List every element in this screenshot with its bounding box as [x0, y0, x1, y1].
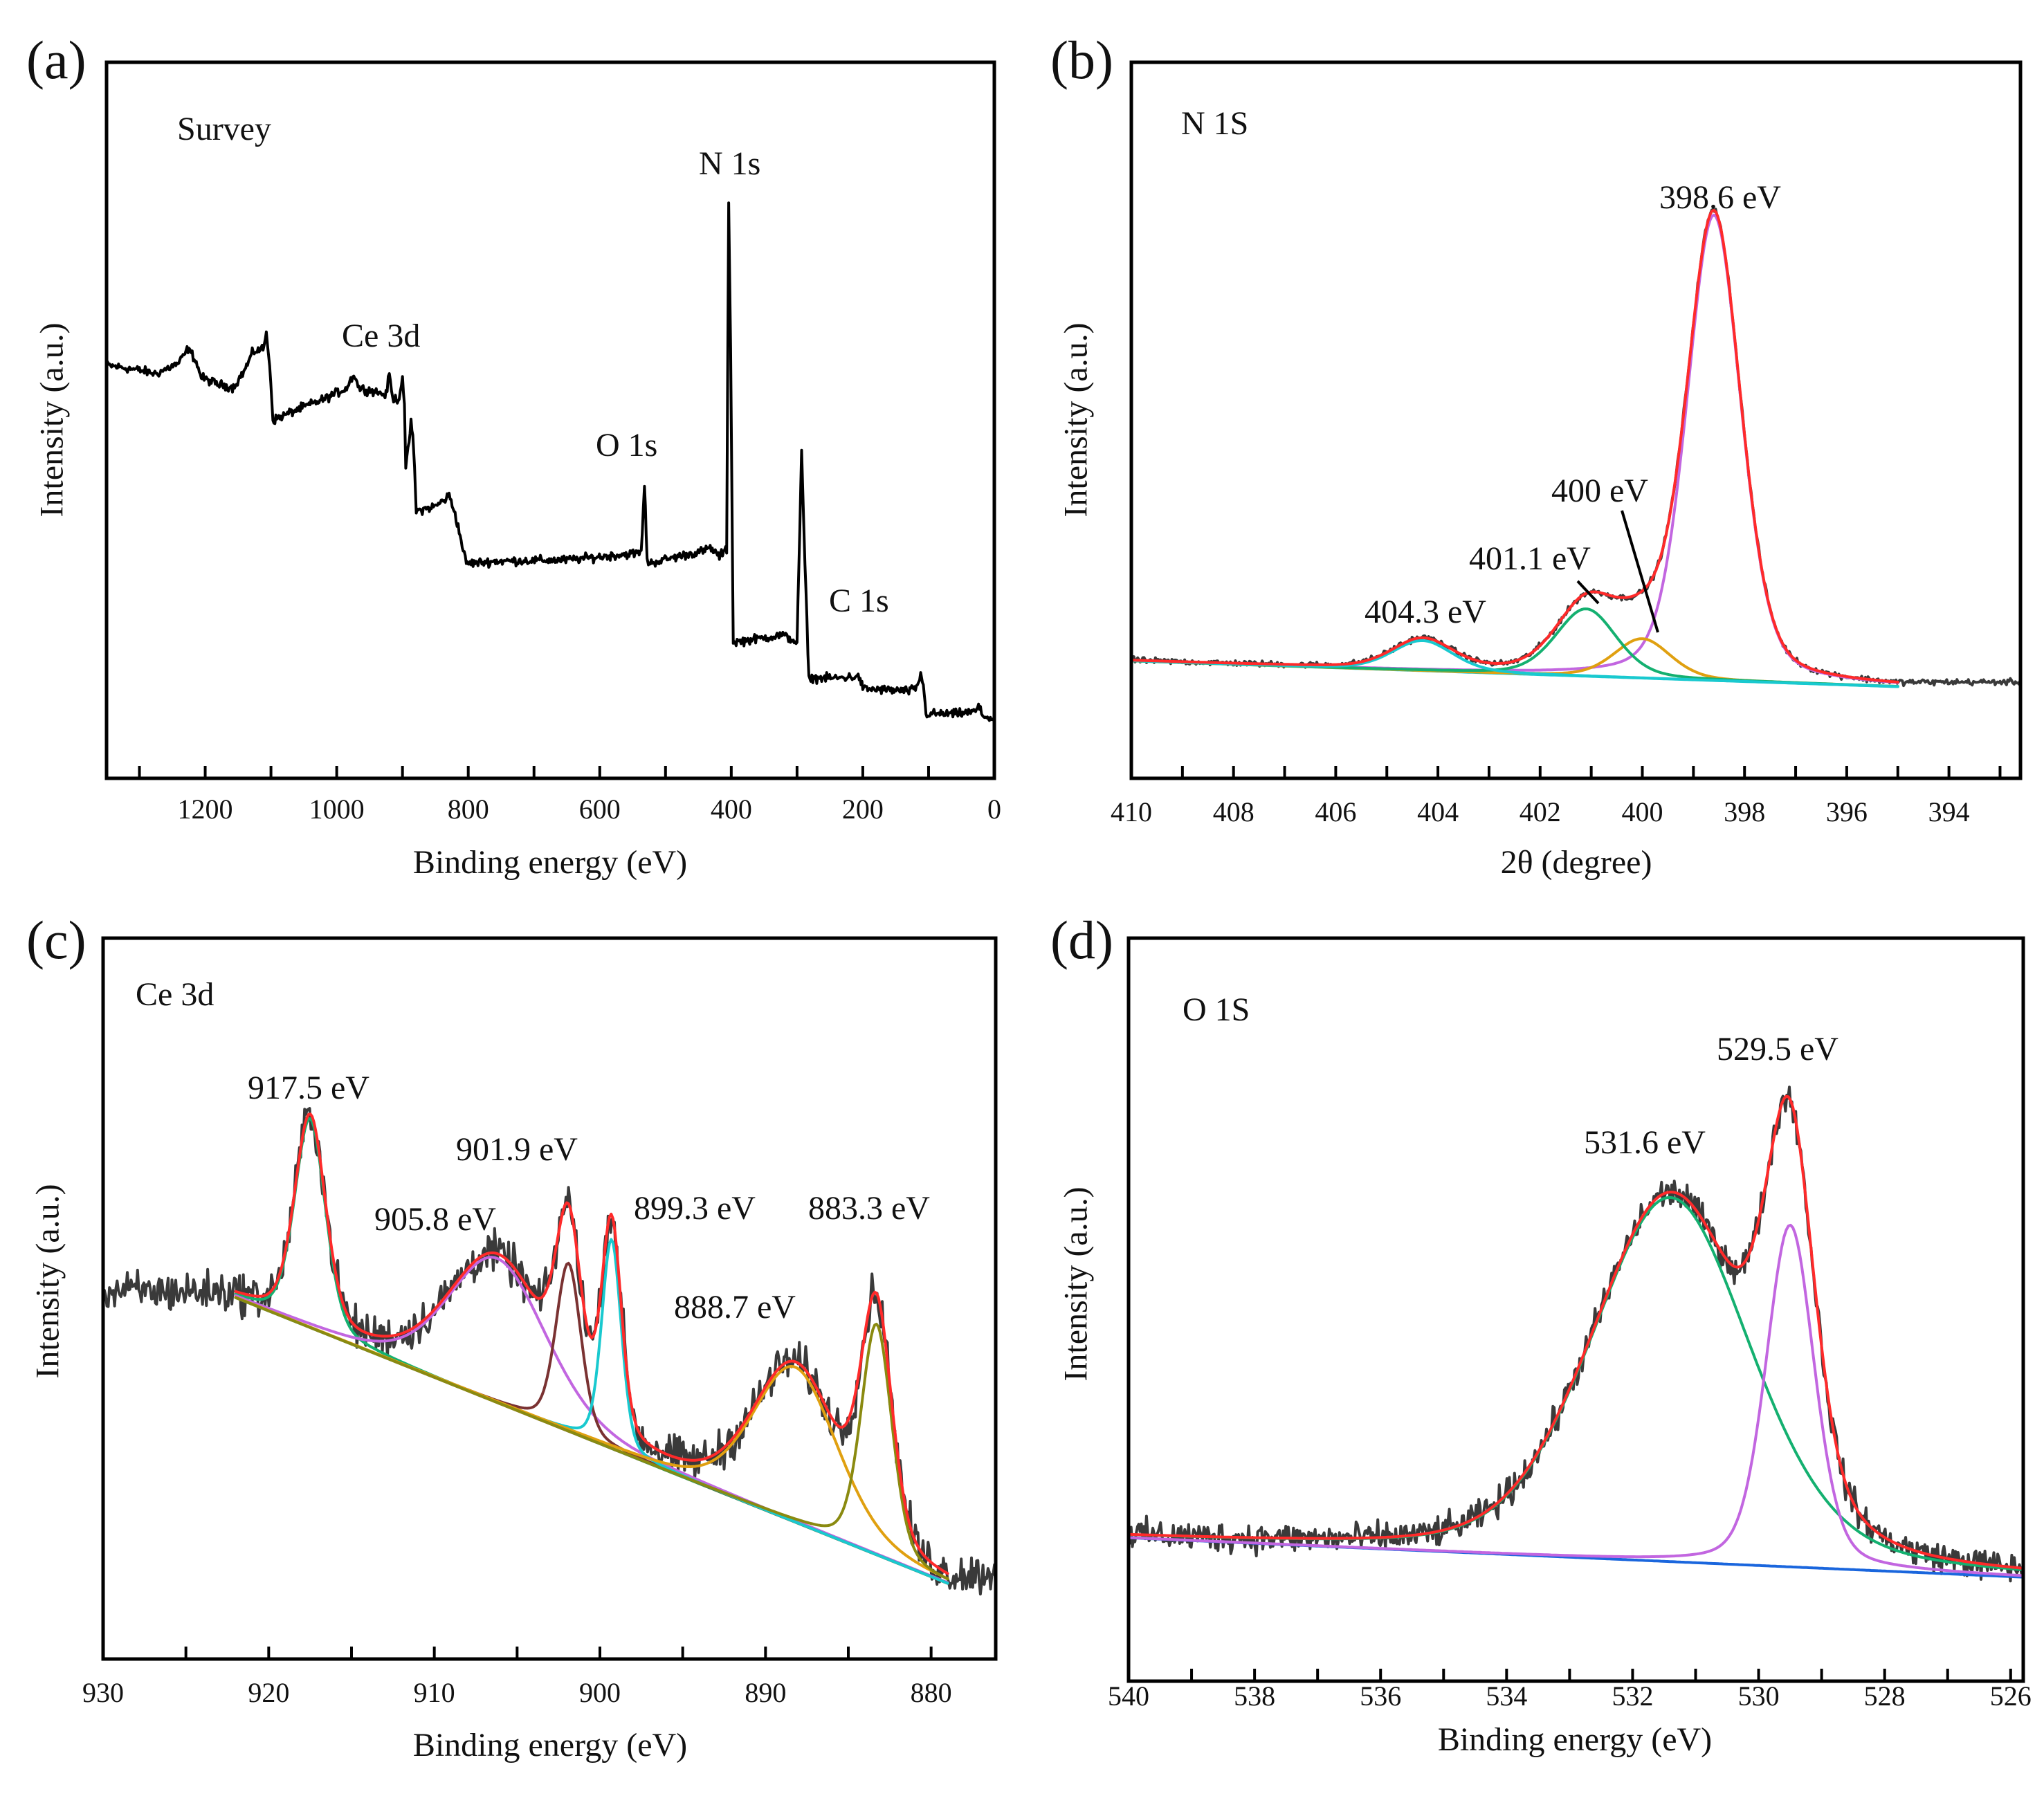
y-axis-label: Intensity (a.u.)	[34, 322, 71, 517]
x-tick-label: 1200	[178, 794, 233, 825]
x-tick-label: 0	[987, 794, 1001, 825]
x-tick-label: 402	[1520, 796, 1561, 827]
peak-annotation: C 1s	[829, 583, 889, 619]
peak-annotation: 398.6 eV	[1659, 179, 1781, 216]
x-axis-label: Binding energy (eV)	[1438, 1721, 1712, 1758]
fit-envelope-line	[1131, 208, 1899, 684]
y-axis-label: Intensity (a.u.)	[1058, 322, 1095, 517]
peak-annotation: 529.5 eV	[1717, 1031, 1838, 1067]
plot-frame	[104, 60, 996, 780]
peak-annotation: 883.3 eV	[808, 1190, 930, 1227]
fit-envelope-line	[1129, 1094, 2023, 1570]
annotation-leader-line	[1576, 580, 1600, 605]
panel-label: (a)	[26, 30, 86, 90]
y-axis-label: Intensity (a.u.)	[30, 1184, 66, 1378]
survey-spectrum-line	[107, 201, 994, 722]
x-tick-label: 800	[448, 794, 489, 825]
peak-annotation: Ce 3d	[136, 976, 214, 1013]
plot-frame	[1129, 60, 2023, 780]
peak-annotation: 899.3 eV	[634, 1190, 756, 1227]
peak-annotation: N 1S	[1181, 105, 1248, 142]
annotation-leader-line	[1621, 510, 1659, 633]
fit-envelope-line	[234, 1112, 949, 1575]
panel-b: 410 408 406 404 402 400 398 396 394 2θ (degree) In…	[1050, 30, 2023, 881]
x-tick-label: 528	[1864, 1680, 1906, 1712]
panel-label: (d)	[1050, 910, 1113, 970]
peak-annotation: 401.1 eV	[1469, 540, 1591, 577]
panel-label: (b)	[1050, 30, 1113, 90]
peak-annotation: Ce 3d	[342, 318, 420, 354]
plot-area	[1129, 1085, 2023, 1583]
x-tick-label: 1000	[309, 794, 365, 825]
fit-peak-883-3-eV	[234, 1296, 949, 1581]
plot-area	[107, 201, 994, 722]
x-tick-label: 408	[1213, 796, 1254, 827]
peak-annotation: 400 eV	[1551, 473, 1648, 509]
x-tick-label: 538	[1234, 1680, 1275, 1712]
y-axis-label: Intensity (a.u.)	[1058, 1186, 1095, 1381]
x-tick-label: 400	[1622, 796, 1663, 827]
peak-annotation: N 1s	[699, 145, 760, 182]
peak-annotation: 905.8 eV	[374, 1201, 496, 1238]
x-tick-label: 540	[1108, 1680, 1149, 1712]
x-tick-label: 532	[1612, 1680, 1653, 1712]
x-tick-label: 404	[1417, 796, 1459, 827]
x-tick-label: 400	[711, 794, 752, 825]
plot-frame	[1126, 936, 2025, 1683]
x-tick-label: 900	[579, 1677, 621, 1708]
panel-label: (c)	[26, 910, 86, 970]
panel-d: 540 538 536 534 532 530 528 526 Binding energy (…	[1050, 910, 2032, 1758]
plot-area	[103, 1107, 996, 1596]
fit-peak-529-5-eV	[1129, 1223, 2023, 1577]
x-axis-label: Binding energy (eV)	[413, 844, 687, 881]
x-tick-label: 534	[1486, 1680, 1527, 1712]
x-tick-label: 600	[579, 794, 621, 825]
peak-annotation: 888.7 eV	[674, 1289, 796, 1326]
panel-c: 930 920 910 900 890 880 Binding energy (eV) Int…	[26, 910, 998, 1763]
x-tick-label: 930	[82, 1677, 124, 1708]
panel-a: 1200 1000 800 600 400 200 0 Binding energy (eV)…	[26, 30, 1001, 881]
peak-annotation: 531.6 eV	[1584, 1124, 1706, 1161]
x-tick-label: 890	[745, 1677, 786, 1708]
fit-peak-398-6-eV	[1131, 213, 1899, 684]
x-tick-label: 526	[1990, 1680, 2032, 1712]
x-axis-label: 2θ (degree)	[1501, 844, 1652, 881]
x-tick-label: 200	[842, 794, 884, 825]
peak-annotation: O 1S	[1183, 991, 1250, 1028]
peak-annotation: Survey	[177, 111, 271, 147]
x-tick-label: 530	[1738, 1680, 1780, 1712]
fit-peak-899-3-eV	[234, 1238, 949, 1585]
peak-annotation: 404.3 eV	[1365, 594, 1486, 630]
plot-area	[1131, 208, 2020, 688]
x-tick-label: 910	[414, 1677, 455, 1708]
x-axis-label: Binding energy (eV)	[413, 1727, 687, 1763]
x-tick-label: 394	[1928, 796, 1970, 827]
x-tick-label: 920	[248, 1677, 289, 1708]
raw-spectrum-line	[1129, 1085, 2023, 1583]
peak-annotation: 917.5 eV	[248, 1070, 369, 1106]
x-tick-label: 398	[1724, 796, 1765, 827]
x-tick-label: 410	[1111, 796, 1152, 827]
x-tick-label: 396	[1826, 796, 1868, 827]
x-tick-label: 880	[911, 1677, 952, 1708]
peak-annotation: 901.9 eV	[456, 1131, 578, 1168]
plot-frame	[101, 936, 998, 1661]
x-tick-label: 406	[1315, 796, 1356, 827]
peak-annotation: O 1s	[596, 427, 657, 464]
x-tick-label: 536	[1360, 1680, 1401, 1712]
